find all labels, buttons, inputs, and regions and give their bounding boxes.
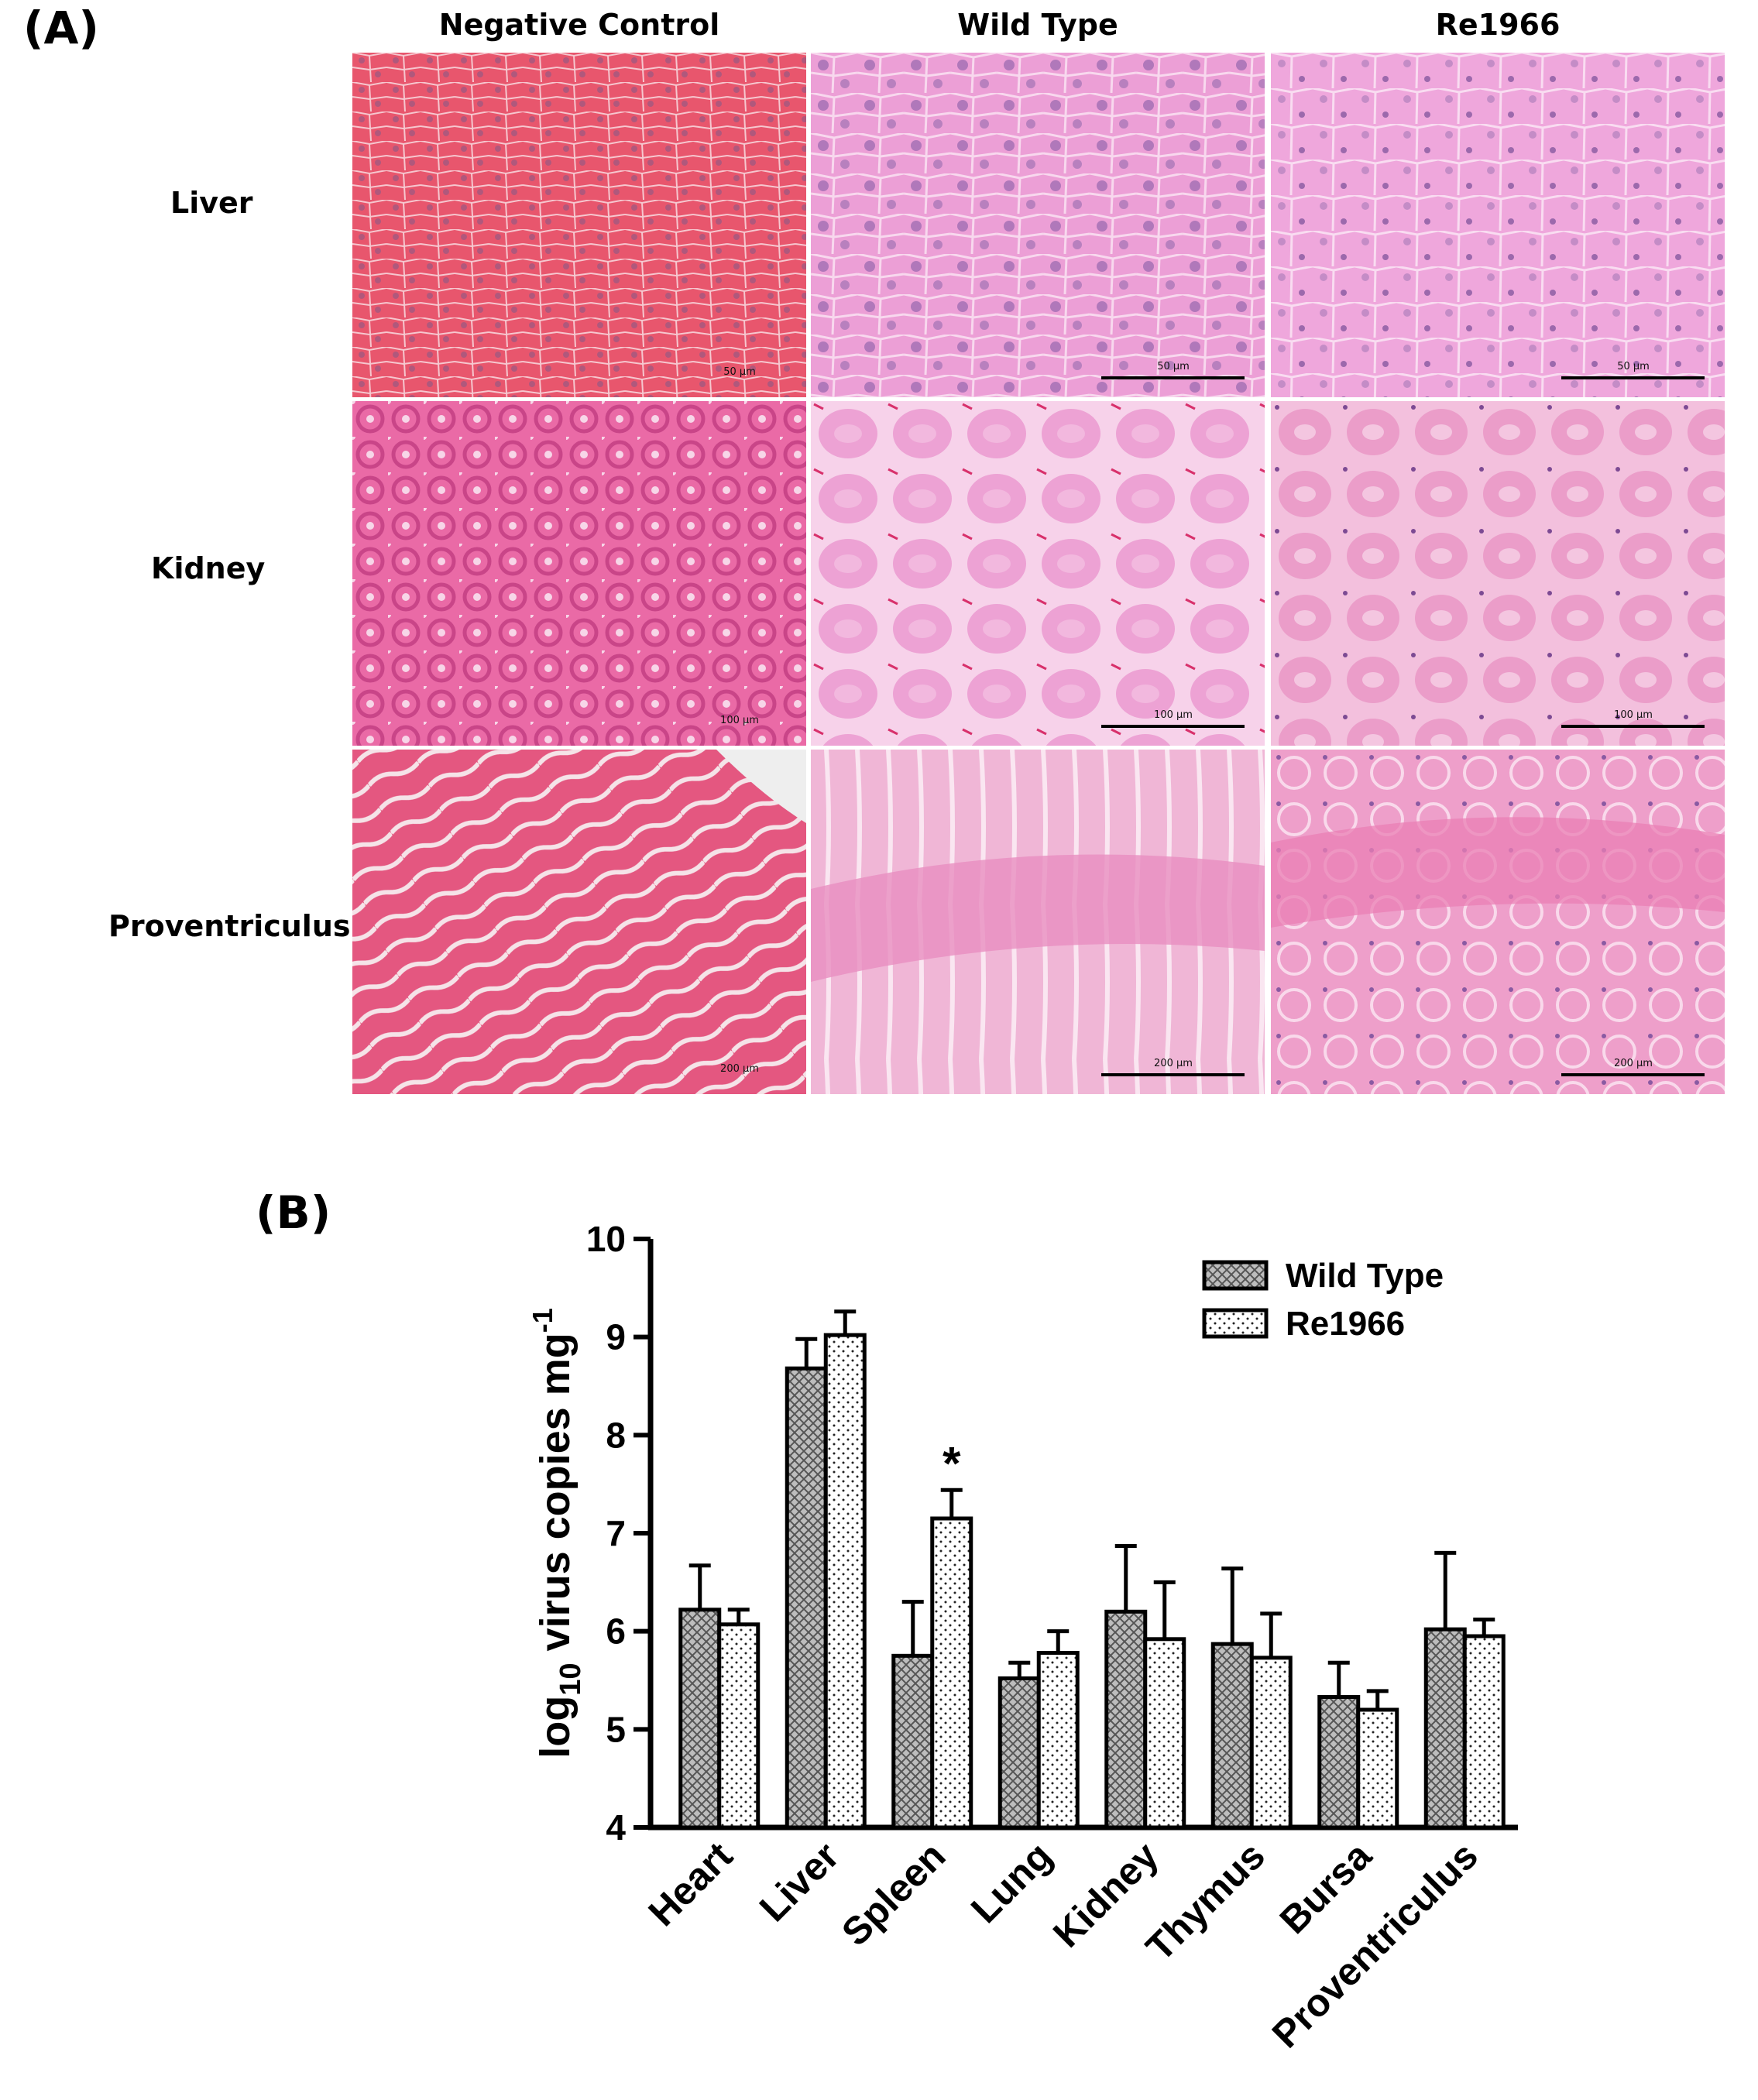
column-header-negative-control: Negative Control — [438, 8, 720, 42]
legend-swatch — [1202, 1260, 1269, 1291]
bar — [785, 1366, 828, 1830]
scale-label: 100 µm — [720, 715, 759, 726]
legend-label: Wild Type — [1286, 1257, 1444, 1295]
panel-b-label: (B) — [256, 1186, 331, 1239]
scale-bar — [1561, 376, 1705, 379]
column-header-re1966: Re1966 — [1435, 8, 1561, 42]
scale-label: 50 µm — [723, 366, 756, 378]
micrograph-kidney-negative-control: 100 µm — [352, 401, 806, 746]
micrograph-liver-wild-type: 50 µm — [811, 53, 1265, 397]
scale-bar — [1561, 725, 1705, 728]
bar — [1423, 1627, 1467, 1830]
column-header-wild-type: Wild Type — [957, 8, 1118, 42]
bar — [1143, 1637, 1186, 1830]
scale-label: 100 µm — [1154, 709, 1193, 721]
significance-marker: * — [943, 1437, 961, 1489]
bar — [1462, 1634, 1506, 1830]
y-tick-label: 8 — [606, 1415, 626, 1455]
y-tick-label: 10 — [586, 1219, 626, 1259]
bar — [1036, 1651, 1080, 1830]
scale-label: 50 µm — [1157, 361, 1190, 372]
y-tick-label: 6 — [606, 1611, 626, 1652]
bar — [930, 1516, 973, 1830]
scale-label: 200 µm — [1614, 1058, 1653, 1069]
legend: Wild Type Re1966 — [1202, 1257, 1444, 1343]
row-label-proventriculus: Proventriculus — [108, 909, 351, 943]
micrograph-proventriculus-negative-control: 200 µm — [352, 750, 806, 1094]
scale-bar — [1101, 376, 1245, 379]
micrograph-liver-re1966: 50 µm — [1271, 53, 1725, 397]
y-tick-label: 4 — [606, 1807, 626, 1848]
x-tick-label: Spleen — [833, 1834, 954, 1954]
panel-a-label: (A) — [23, 2, 99, 54]
y-tick-label: 5 — [606, 1709, 626, 1749]
scale-bar — [1101, 725, 1245, 728]
scale-label: 200 µm — [720, 1063, 759, 1075]
y-tick-label: 9 — [606, 1317, 626, 1357]
micrograph-proventriculus-re1966: 200 µm — [1271, 750, 1725, 1094]
row-label-liver: Liver — [170, 186, 253, 220]
bar — [823, 1333, 867, 1830]
x-tick-label: Liver — [751, 1834, 847, 1930]
bar — [997, 1676, 1041, 1830]
bar — [1104, 1609, 1148, 1830]
x-tick-label: Heart — [640, 1834, 741, 1934]
micrograph-liver-negative-control: 50 µm — [352, 53, 806, 397]
y-tick-label: 7 — [606, 1513, 626, 1553]
x-tick-label: Lung — [963, 1834, 1060, 1931]
micrograph-kidney-wild-type: 100 µm — [811, 401, 1265, 746]
scale-label: 50 µm — [1617, 361, 1650, 372]
micrograph-kidney-re1966: 100 µm — [1271, 401, 1725, 746]
bar — [1317, 1695, 1361, 1830]
scale-label: 200 µm — [1154, 1058, 1193, 1069]
bar — [1249, 1656, 1293, 1830]
axes: 4 5 6 7 8 9 10 — [586, 1219, 1518, 1848]
legend-label: Re1966 — [1286, 1305, 1405, 1343]
bar-series: * — [678, 1309, 1506, 1830]
scale-bar — [1561, 1073, 1705, 1076]
legend-swatch — [1202, 1308, 1269, 1339]
micrograph-proventriculus-wild-type: 200 µm — [811, 750, 1265, 1094]
scale-bar — [1101, 1073, 1245, 1076]
bar — [717, 1622, 761, 1830]
scale-label: 100 µm — [1614, 709, 1653, 721]
x-tick-label: Thymus — [1138, 1834, 1273, 1969]
y-axis-title: log10 virus copies mg-1 — [527, 1308, 587, 1758]
bar — [678, 1608, 722, 1830]
bar — [891, 1653, 935, 1830]
row-label-kidney: Kidney — [151, 551, 266, 585]
bar — [1356, 1707, 1399, 1830]
bar — [1210, 1642, 1254, 1830]
